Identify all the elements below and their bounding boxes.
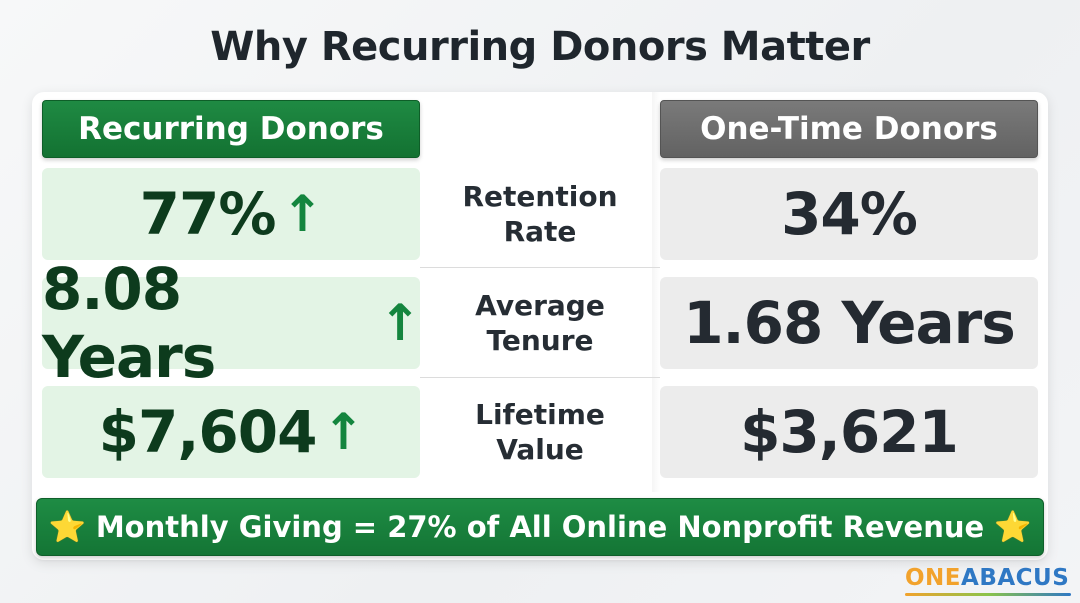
up-arrow-icon: ↑ (322, 403, 364, 461)
lifetime-value-label: Lifetime Value (440, 386, 640, 478)
retention-rate-label: Retention Rate (440, 168, 640, 260)
banner-text: Monthly Giving = 27% of All Online Nonpr… (95, 510, 985, 544)
column-shadow (652, 92, 660, 492)
recurring-tenure-value: 8.08 Years ↑ (42, 255, 421, 391)
average-tenure-label: Average Tenure (440, 277, 640, 369)
label-line: Retention (462, 180, 618, 213)
row-divider (420, 377, 660, 378)
recurring-retention-value: 77% ↑ (42, 168, 420, 260)
star-icon: ⭐ (994, 509, 1032, 545)
recurring-tenure-text: 8.08 Years (42, 255, 216, 391)
oneabacus-logo: ONEABACUS (905, 565, 1075, 599)
page-title: Why Recurring Donors Matter (210, 24, 870, 70)
monthly-giving-banner: ⭐ Monthly Giving = 27% of All Online Non… (36, 498, 1044, 556)
one-time-lifetime-value: $3,621 (660, 386, 1038, 478)
row-divider (420, 267, 660, 268)
logo-underline (905, 593, 1071, 596)
label-line: Lifetime (475, 398, 605, 431)
one-time-donors-header: One-Time Donors (660, 100, 1038, 158)
up-arrow-icon: ↑ (379, 294, 421, 352)
recurring-donors-header: Recurring Donors (42, 100, 420, 158)
one-time-retention-value: 34% (660, 168, 1038, 260)
recurring-lifetime-text: $7,604 (98, 398, 318, 466)
label-line: Rate (503, 215, 577, 248)
label-line: Tenure (486, 324, 594, 357)
recurring-lifetime-value: $7,604 ↑ (42, 386, 420, 478)
logo-part-one: ONE (905, 565, 962, 591)
up-arrow-icon: ↑ (281, 185, 323, 243)
label-line: Value (496, 433, 584, 466)
one-time-tenure-value: 1.68 Years (660, 277, 1038, 369)
logo-part-abacus: ABACUS (961, 565, 1070, 591)
star-icon: ⭐ (48, 509, 86, 545)
recurring-retention-text: 77% (139, 180, 277, 248)
label-line: Average (475, 289, 605, 322)
